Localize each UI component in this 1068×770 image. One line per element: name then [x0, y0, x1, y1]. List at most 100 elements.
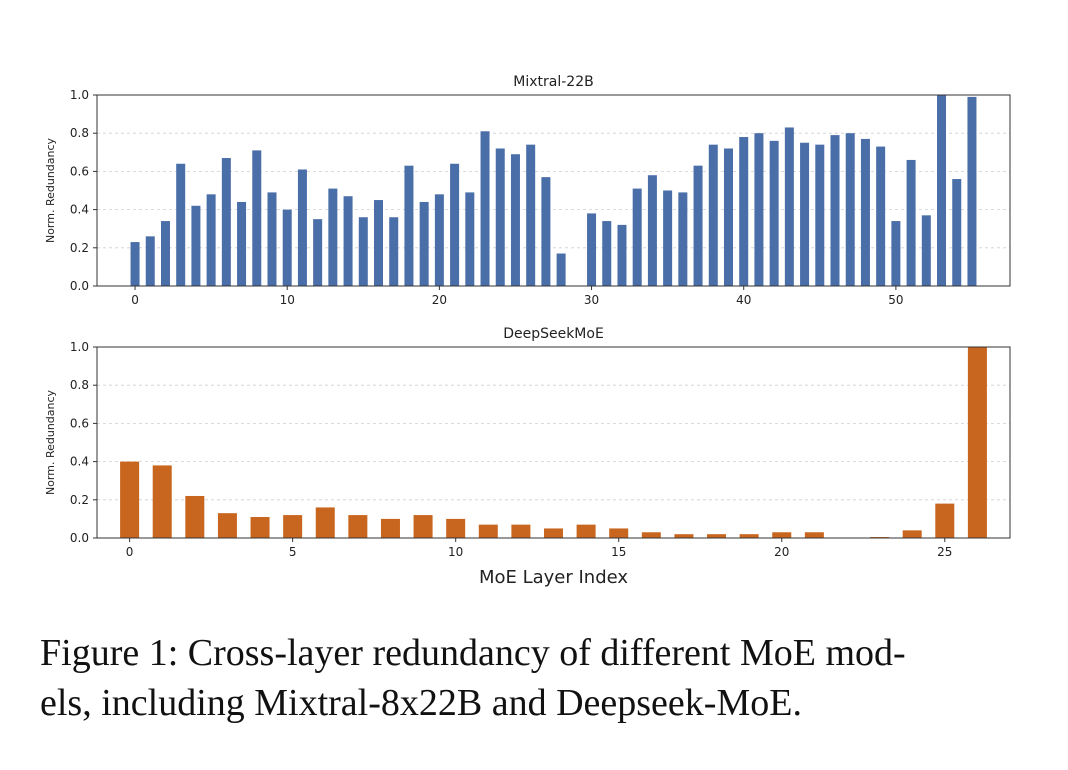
bar — [152, 465, 172, 538]
bar — [348, 515, 368, 538]
bar — [860, 138, 870, 286]
chart-deepseek: 0.0 0.2 0.4 0.6 0.8 1.0 0 5 10 15 20 25 DeepSeekMoE N… — [44, 326, 1011, 588]
bar — [358, 217, 368, 286]
bar — [902, 530, 922, 538]
bar — [693, 165, 703, 286]
bar — [769, 140, 779, 286]
x-tick-label: 10 — [280, 293, 295, 307]
bar — [343, 196, 353, 286]
bar — [784, 127, 794, 286]
bar — [176, 163, 186, 286]
bar — [576, 524, 596, 538]
bar — [313, 219, 323, 286]
bar — [830, 135, 840, 286]
bar — [526, 144, 536, 286]
bar — [267, 192, 277, 286]
bar — [404, 165, 414, 286]
bar — [708, 144, 718, 286]
y-tick-label: 0.6 — [70, 416, 89, 430]
x-tick-label: 40 — [736, 293, 751, 307]
bar — [465, 192, 475, 286]
bar — [446, 518, 466, 538]
bar — [450, 163, 460, 286]
figure-charts: 0.00.20.40.60.81.00 10 20 30 40 50Mixtral-22B… — [44, 74, 1011, 588]
bar — [283, 515, 303, 538]
plot-frame — [96, 346, 1011, 539]
bar — [952, 179, 962, 286]
bar — [237, 201, 247, 286]
y-axis-label: Norm. Redundancy — [44, 389, 57, 495]
y-tick-label: 1.0 — [70, 88, 89, 102]
bar — [663, 190, 673, 286]
bar — [804, 532, 824, 538]
bar — [510, 154, 520, 286]
y-tick-label: 1.0 — [70, 340, 89, 354]
y-tick-label: 0.2 — [70, 493, 89, 507]
bar — [935, 503, 955, 538]
bar — [297, 169, 307, 286]
bar — [815, 144, 825, 286]
bar — [252, 150, 262, 286]
bar — [967, 96, 977, 286]
bar — [632, 188, 642, 286]
x-tick-label: 25 — [937, 545, 952, 559]
bar — [217, 513, 237, 538]
y-tick-label: 0.8 — [70, 126, 89, 140]
bar — [772, 532, 792, 538]
bar — [556, 253, 566, 286]
y-tick-label: 0.0 — [70, 279, 89, 293]
bar — [315, 507, 335, 538]
bar — [495, 148, 505, 286]
x-tick-label: 20 — [774, 545, 789, 559]
bar — [723, 148, 733, 286]
bar — [800, 142, 810, 286]
bar — [891, 221, 901, 286]
bar — [221, 158, 231, 286]
x-tick-label: 20 — [432, 293, 447, 307]
y-axis-label: Norm. Redundancy — [44, 137, 57, 243]
bar — [282, 209, 292, 286]
bar — [641, 532, 661, 538]
y-tick-label: 0.8 — [70, 378, 89, 392]
bar — [739, 137, 749, 286]
bar — [906, 159, 916, 286]
caption-line-2: els, including Mixtral-8x22B and Deepsee… — [40, 682, 802, 724]
bar — [617, 224, 627, 286]
bar — [707, 534, 727, 538]
bar — [374, 200, 384, 286]
bar — [876, 146, 886, 286]
bar — [739, 534, 759, 538]
chart-title: DeepSeekMoE — [503, 326, 604, 342]
x-tick-label: 50 — [888, 293, 903, 307]
caption-line-1: Figure 1: Cross-layer redundancy of diff… — [40, 632, 906, 674]
bar — [328, 188, 338, 286]
chart-mixtral: 0.0 0.2 0.4 0.6 0.8 1.0 0 10 20 30 40 50 Mixtral-22B… — [44, 74, 1011, 307]
chart-title: Mixtral-22B — [513, 74, 593, 90]
x-tick-label: 5 — [289, 545, 297, 559]
bar — [250, 516, 270, 538]
bar — [674, 534, 694, 538]
x-tick-label: 0 — [126, 545, 134, 559]
x-tick-label: 30 — [584, 293, 599, 307]
y-tick-label: 0.4 — [70, 203, 89, 217]
bar — [120, 461, 140, 538]
x-axis-label: MoE Layer Index — [479, 567, 628, 588]
x-tick-label: 10 — [448, 545, 463, 559]
bar — [937, 95, 947, 286]
y-tick-label: 0.0 — [70, 531, 89, 545]
bar — [191, 205, 201, 286]
y-tick-label: 0.4 — [70, 455, 89, 469]
bar — [921, 215, 931, 286]
figure-caption: Figure 1: Cross-layer redundancy of diff… — [40, 628, 1040, 728]
bar — [206, 194, 216, 286]
bar — [544, 528, 563, 538]
bar — [678, 192, 688, 286]
bar — [419, 201, 429, 286]
bar — [389, 217, 399, 286]
bar — [587, 213, 597, 286]
x-tick-label: 0 — [131, 293, 139, 307]
bar — [160, 221, 170, 286]
x-tick-label: 15 — [611, 545, 626, 559]
bar — [380, 518, 400, 538]
bar — [602, 221, 612, 286]
